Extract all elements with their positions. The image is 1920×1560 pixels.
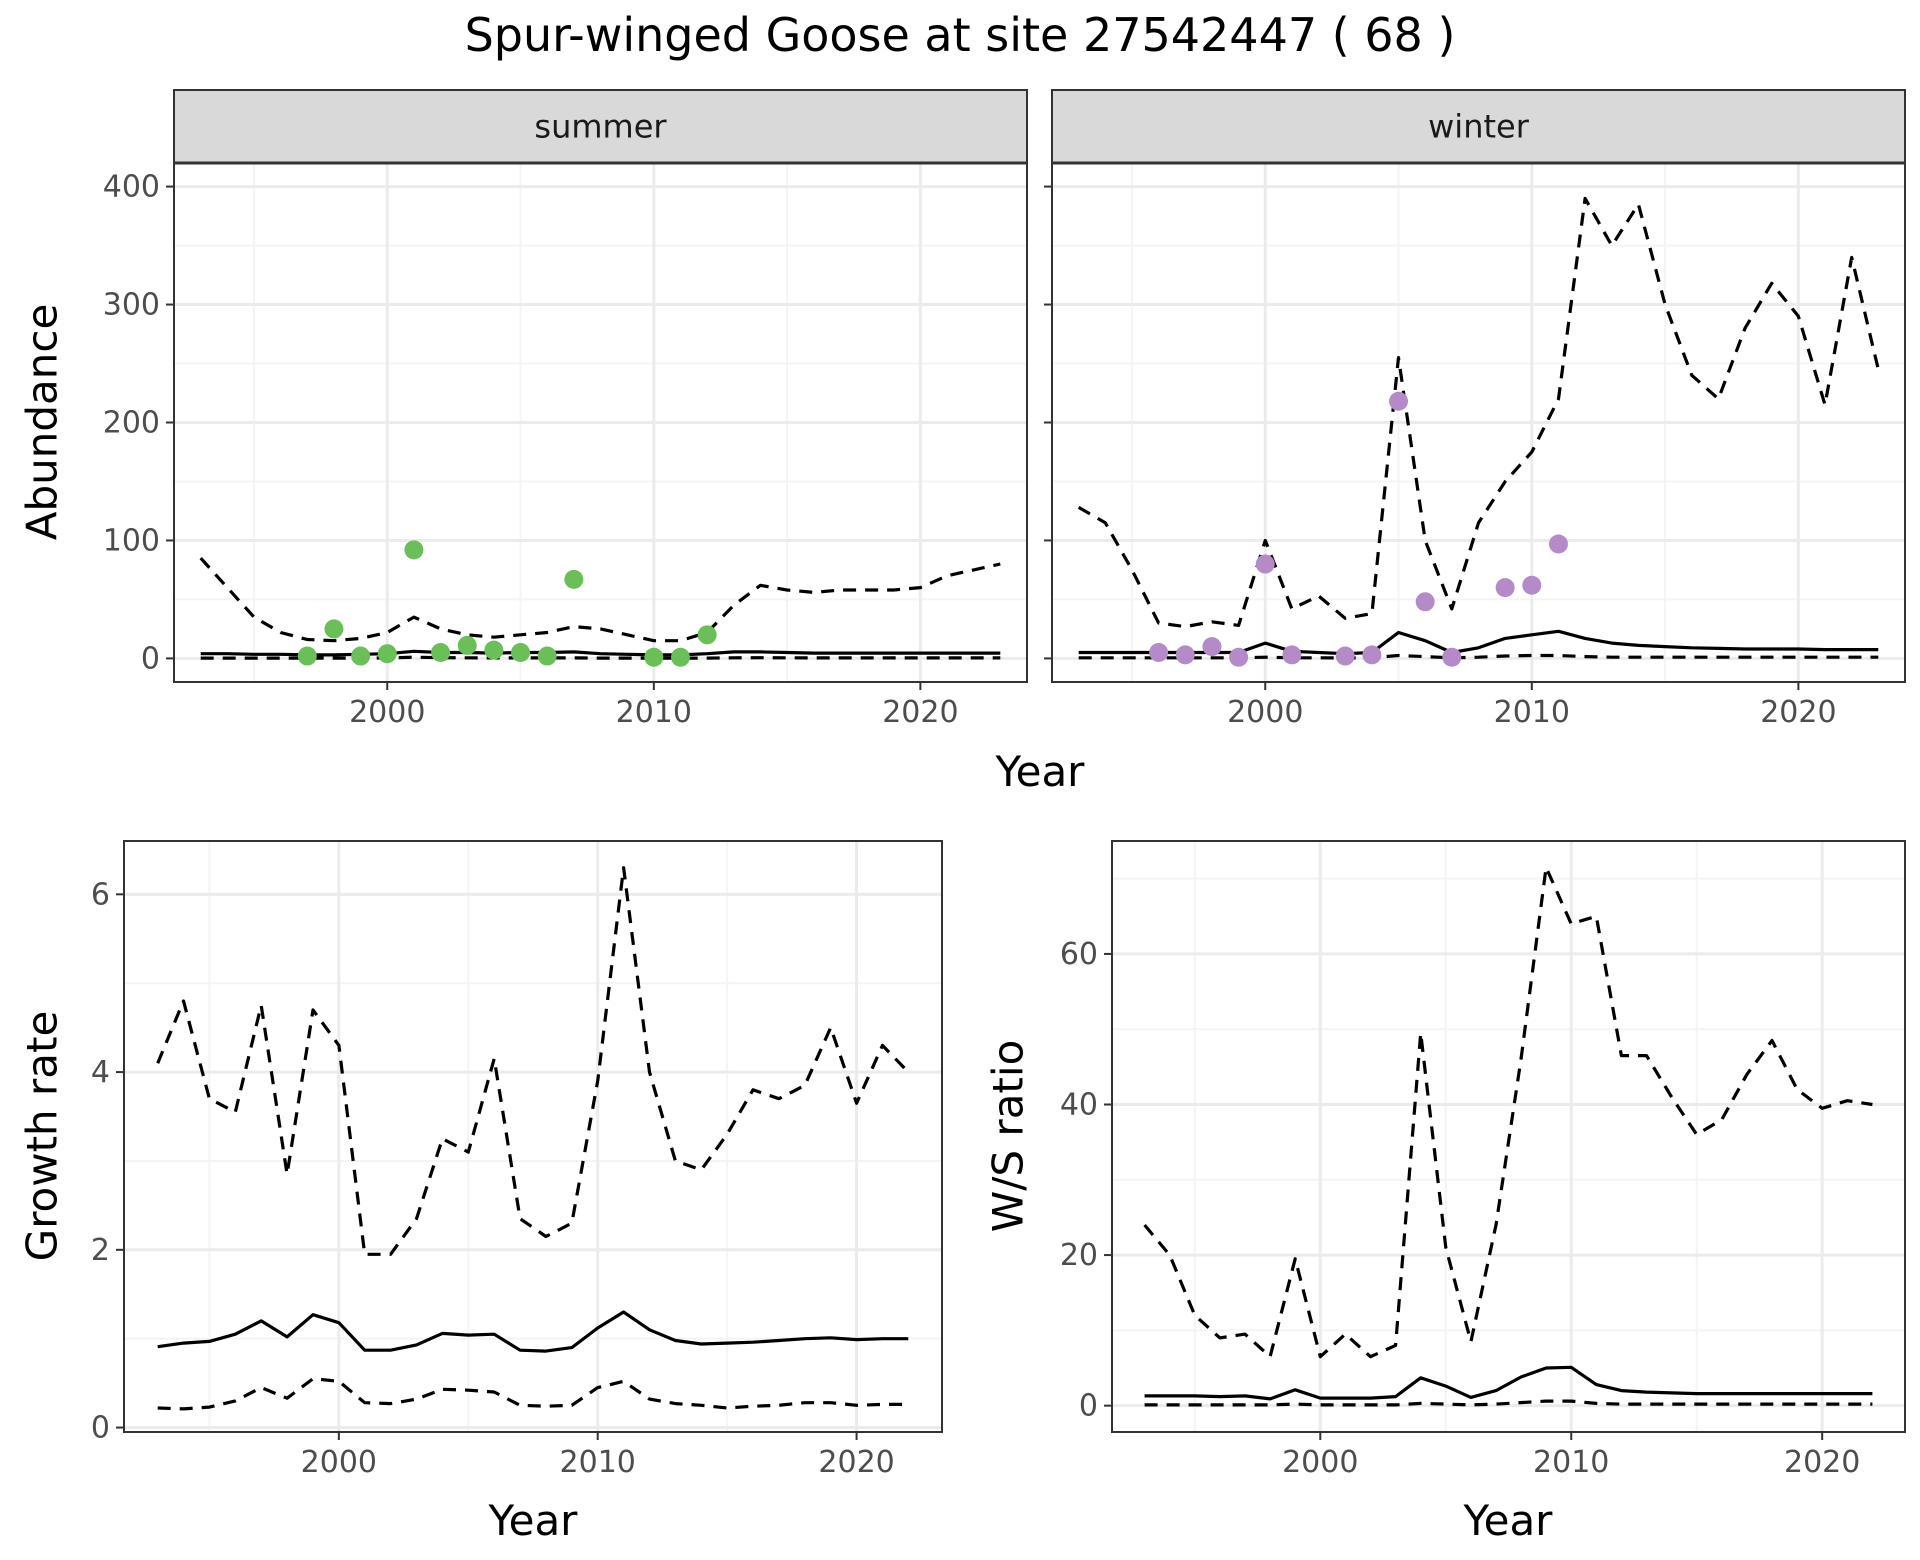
data-point bbox=[377, 644, 397, 664]
x-tick-label: 2000 bbox=[1282, 1445, 1358, 1480]
strip-background bbox=[173, 89, 1028, 164]
x-tick-label: 2000 bbox=[1227, 695, 1303, 730]
data-point bbox=[537, 646, 557, 666]
x-axis-title: Year bbox=[1463, 1496, 1554, 1545]
series-line-lower bbox=[200, 655, 1001, 660]
panel-border bbox=[123, 840, 943, 1433]
data-point bbox=[297, 646, 317, 666]
y-tick-label: 400 bbox=[103, 170, 160, 205]
x-tick-label: 2020 bbox=[1760, 695, 1836, 730]
series-line-median bbox=[157, 1310, 909, 1353]
x-axis-title: Year bbox=[488, 1496, 579, 1545]
y-tick-label: 200 bbox=[103, 406, 160, 441]
series-line-median bbox=[1078, 629, 1879, 656]
panel-ws-ratio: 2000 2010 2020 0 20 40 60 W/S ratio Year bbox=[984, 840, 1906, 1545]
series-line-upper bbox=[199, 557, 1001, 643]
data-point bbox=[1282, 645, 1302, 665]
y-tick-label: 0 bbox=[141, 641, 160, 676]
strip-label-summer: summer bbox=[534, 108, 667, 146]
y-tick-label: 4 bbox=[91, 1055, 110, 1090]
y-axis-title: W/S ratio bbox=[984, 1040, 1033, 1233]
data-point bbox=[1335, 646, 1355, 666]
data-point bbox=[351, 646, 371, 666]
panel-border bbox=[1111, 840, 1906, 1433]
series-line-median bbox=[1144, 1365, 1873, 1401]
figure-title: Spur-winged Goose at site 27542447 ( 68 … bbox=[464, 8, 1456, 62]
x-tick-label: 2000 bbox=[301, 1445, 377, 1480]
data-point bbox=[697, 625, 717, 645]
panel-summer: summer 2000 2010 2020 0 100 200 300 400 Abundance… bbox=[18, 89, 1086, 796]
data-point bbox=[1202, 637, 1222, 657]
data-point bbox=[564, 569, 584, 589]
x-tick-label: 2010 bbox=[1533, 1445, 1609, 1480]
x-tick-label: 2020 bbox=[818, 1445, 894, 1480]
x-axis-title: Year bbox=[995, 747, 1086, 796]
x-tick-label: 2010 bbox=[616, 695, 692, 730]
data-point bbox=[404, 540, 424, 560]
data-point bbox=[1389, 391, 1409, 411]
data-point bbox=[511, 643, 531, 663]
x-tick-label: 2020 bbox=[882, 695, 958, 730]
data-point bbox=[1415, 592, 1435, 612]
y-tick-label: 0 bbox=[91, 1411, 110, 1446]
data-point bbox=[1229, 647, 1249, 667]
data-point bbox=[1362, 645, 1382, 665]
data-point bbox=[1255, 554, 1275, 574]
y-tick-label: 0 bbox=[1079, 1389, 1098, 1424]
data-point bbox=[484, 640, 504, 660]
series-line-lower bbox=[1144, 1399, 1873, 1407]
data-point bbox=[1175, 645, 1195, 665]
x-tick-label: 2000 bbox=[349, 695, 425, 730]
series-line-lower bbox=[1078, 653, 1879, 660]
data-point bbox=[1442, 647, 1462, 667]
y-tick-label: 20 bbox=[1060, 1238, 1098, 1273]
strip-label-winter: winter bbox=[1428, 108, 1530, 146]
series-line-upper bbox=[1143, 865, 1873, 1359]
data-point bbox=[1149, 643, 1169, 663]
data-point bbox=[457, 635, 477, 655]
y-tick-label: 6 bbox=[91, 877, 110, 912]
series-line-upper bbox=[1077, 196, 1880, 629]
data-point bbox=[1495, 578, 1515, 598]
panel-winter: winter 2000 2010 2020 bbox=[1044, 89, 1906, 730]
data-point bbox=[324, 619, 344, 639]
data-point bbox=[1548, 534, 1568, 554]
panel-growth: 2000 2010 2020 0 2 4 6 Growth rate Year bbox=[18, 840, 943, 1545]
x-tick-label: 2010 bbox=[1494, 695, 1570, 730]
data-point bbox=[670, 647, 690, 667]
x-tick-label: 2010 bbox=[560, 1445, 636, 1480]
data-point bbox=[431, 643, 451, 663]
y-axis-title: Growth rate bbox=[18, 1011, 67, 1262]
y-tick-label: 2 bbox=[91, 1233, 110, 1268]
y-tick-label: 300 bbox=[103, 288, 160, 323]
y-tick-label: 60 bbox=[1060, 937, 1098, 972]
x-tick-label: 2020 bbox=[1784, 1445, 1860, 1480]
y-axis-title: Abundance bbox=[18, 304, 67, 541]
y-tick-label: 100 bbox=[103, 523, 160, 558]
y-tick-label: 40 bbox=[1060, 1088, 1098, 1123]
series-line-lower bbox=[157, 1377, 909, 1411]
data-point bbox=[644, 647, 664, 667]
series-line-median bbox=[200, 649, 1001, 657]
data-point bbox=[1522, 575, 1542, 595]
series-line-upper bbox=[156, 866, 910, 1256]
